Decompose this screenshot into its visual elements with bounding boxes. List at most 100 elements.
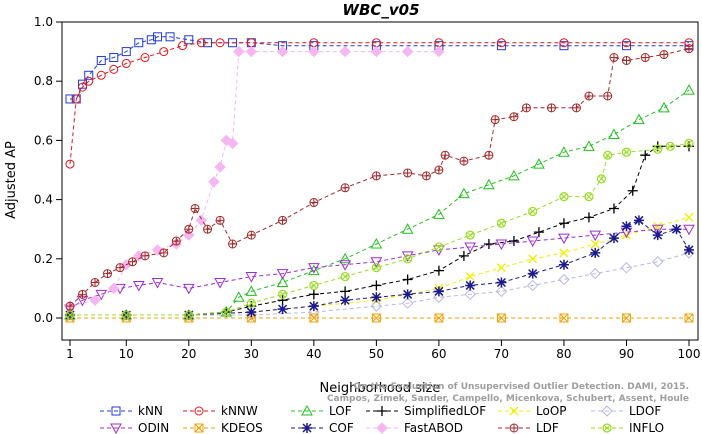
data-point xyxy=(633,113,645,125)
data-point xyxy=(371,263,381,273)
data-point xyxy=(308,301,319,312)
y-tick-label: 0.0 xyxy=(34,311,53,325)
watermark-line-1: Campos, Zimek, Sander, Campello, Micenko… xyxy=(327,394,689,404)
legend-item-knnw: kNNW xyxy=(183,404,258,418)
data-point xyxy=(621,221,632,232)
y-axis-label: Adjusted AP xyxy=(4,141,19,219)
data-point xyxy=(277,304,288,315)
data-point xyxy=(559,192,569,202)
legend-label: FastABOD xyxy=(404,421,463,434)
data-point xyxy=(339,252,351,264)
data-point xyxy=(652,256,664,268)
data-point xyxy=(465,280,476,291)
y-tick-label: 0.6 xyxy=(34,133,53,147)
data-point xyxy=(465,230,475,240)
data-point xyxy=(246,307,257,318)
data-point xyxy=(464,242,477,253)
data-point xyxy=(245,272,258,283)
legend-label: SimplifiedLOF xyxy=(404,404,486,418)
data-point xyxy=(233,45,245,58)
data-point xyxy=(245,45,258,58)
x-tick-label: 1 xyxy=(66,347,74,361)
data-point xyxy=(434,242,444,252)
data-point xyxy=(151,277,164,289)
data-point xyxy=(276,269,289,280)
data-point xyxy=(109,53,119,63)
legend-label: LOF xyxy=(329,404,352,418)
legend-item-ldof: LDOF xyxy=(591,404,661,418)
y-tick-label: 0.4 xyxy=(34,193,53,207)
legend: kNN kNNW LOF SimplifiedLOF LoOP LDOF ODIN KDEOS… xyxy=(100,404,664,434)
x-axis: 1 10 20 30 40 50 60 70 80 90 100 xyxy=(66,339,700,361)
legend-item-inflo: INFLO xyxy=(591,421,664,434)
data-point xyxy=(590,239,600,249)
data-point xyxy=(589,267,601,280)
data-point xyxy=(376,422,388,434)
legend-item-cof: COF xyxy=(291,421,354,434)
y-tick-label: 0.2 xyxy=(34,252,53,266)
data-point xyxy=(533,227,544,238)
data-point xyxy=(309,313,319,323)
data-point xyxy=(84,70,94,80)
series-line xyxy=(70,142,690,316)
series-knnw xyxy=(65,38,694,169)
legend-item-fastabod: FastABOD xyxy=(366,421,463,434)
data-point xyxy=(307,264,320,276)
data-point xyxy=(246,298,256,308)
data-point xyxy=(590,247,601,258)
data-point xyxy=(608,203,619,214)
legend-label: LDOF xyxy=(629,404,661,418)
data-point xyxy=(653,144,663,154)
data-point xyxy=(684,212,694,222)
data-point xyxy=(89,294,101,306)
data-point xyxy=(652,230,663,241)
data-point xyxy=(401,45,414,58)
legend-label: INFLO xyxy=(629,421,664,434)
data-point xyxy=(495,285,508,298)
data-point xyxy=(602,423,612,433)
data-point xyxy=(621,313,631,323)
x-tick-label: 50 xyxy=(369,347,384,361)
data-point xyxy=(684,244,694,255)
data-point xyxy=(221,307,231,317)
series-ldf xyxy=(65,44,694,311)
x-tick-label: 20 xyxy=(181,347,196,361)
data-point xyxy=(370,45,383,58)
data-point xyxy=(527,268,538,279)
data-point xyxy=(165,32,175,42)
data-point xyxy=(65,94,75,104)
data-point xyxy=(245,285,258,296)
data-point xyxy=(589,230,602,242)
data-point xyxy=(307,263,320,274)
data-point xyxy=(65,310,75,320)
x-tick-label: 70 xyxy=(494,347,509,361)
series-line xyxy=(70,89,690,316)
series-layer xyxy=(64,32,695,323)
data-point xyxy=(433,208,445,219)
data-point xyxy=(370,300,383,312)
data-point xyxy=(226,137,239,150)
data-point xyxy=(526,236,539,248)
data-point xyxy=(277,289,288,299)
data-point xyxy=(483,239,494,249)
data-point xyxy=(508,236,519,247)
data-point xyxy=(495,239,508,251)
data-point xyxy=(433,286,444,297)
data-point xyxy=(340,271,350,282)
legend-item-knn: kNN xyxy=(100,404,163,418)
data-point xyxy=(584,192,594,202)
legend-label: LoOP xyxy=(536,404,567,418)
data-point xyxy=(583,212,594,223)
data-point xyxy=(340,295,351,306)
data-point xyxy=(182,283,195,295)
data-point xyxy=(403,254,413,264)
data-point xyxy=(178,41,188,51)
data-point xyxy=(110,423,122,434)
series-line xyxy=(70,145,689,316)
data-point xyxy=(277,295,288,306)
data-point xyxy=(133,250,145,262)
chart-title: WBC_v05 xyxy=(342,1,419,19)
watermark-line-2: On the Evaluation of Unsupervised Outlie… xyxy=(354,382,689,392)
legend-item-kdeos: KDEOS xyxy=(183,421,263,434)
